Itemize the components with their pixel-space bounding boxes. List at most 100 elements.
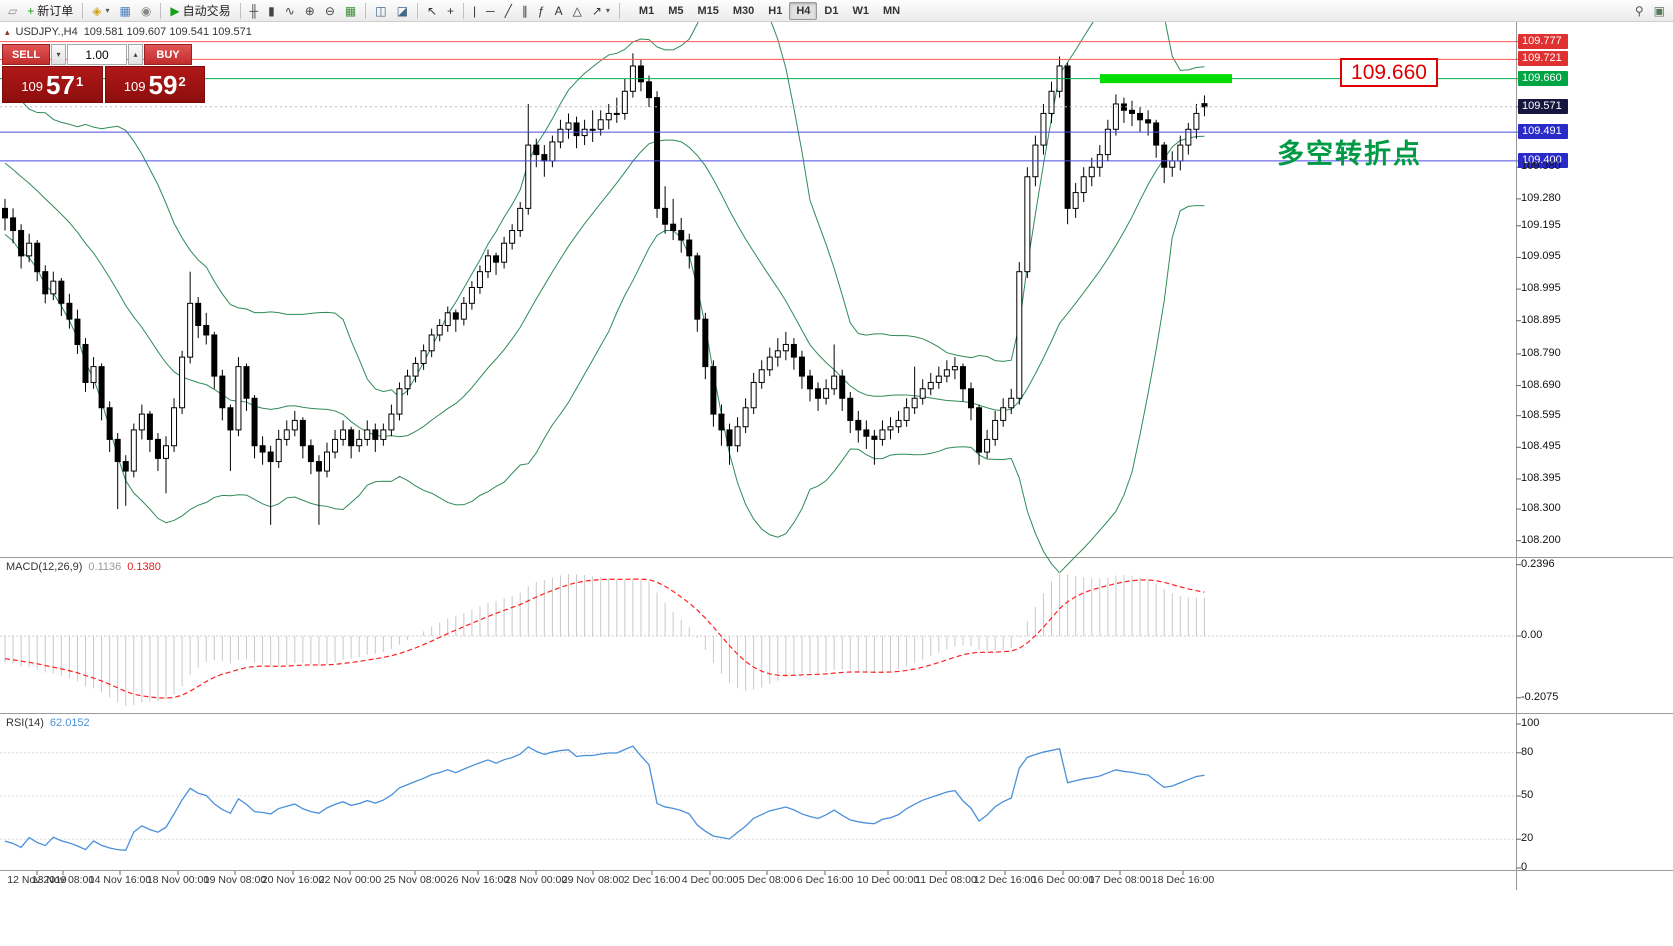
candlestick-chart-icon: ▮ [268, 3, 275, 18]
volume-dropdown-button[interactable]: ▾ [51, 44, 66, 65]
vertical-line-icon: | [473, 3, 477, 18]
autotrade-icon: ▶ [170, 3, 180, 18]
dropdown-icon: ▾ [105, 6, 110, 15]
horizontal-line-button[interactable]: ─ [481, 2, 500, 20]
zoom-in-button[interactable]: ⊕ [300, 2, 320, 20]
fibonacci-icon: ƒ [537, 3, 545, 18]
search-icon: ⚲ [1634, 3, 1644, 18]
arrows-button[interactable]: ↗ ▾ [587, 2, 615, 20]
bid-big-digits: 57 [46, 70, 75, 101]
price-axis-badge: 109.571 [1518, 98, 1568, 114]
timeframe-mn[interactable]: MN [882, 4, 901, 17]
cascade-windows-button[interactable]: ◪ [392, 2, 413, 20]
zoom-out-icon: ⊖ [324, 3, 335, 18]
price-axis-label: 109.280 [1521, 191, 1561, 204]
profiles-icon: ▦ [119, 3, 131, 18]
grid-button[interactable]: ▦ [340, 2, 361, 20]
rsi-pane-label: RSI(14) 62.0152 [6, 717, 90, 729]
refresh-button[interactable]: ◉ [136, 2, 156, 20]
autotrade-button[interactable]: ▶ 自动交易 [165, 2, 235, 20]
timeframe-m5[interactable]: M5 [668, 4, 684, 17]
price-axis-label: 109.095 [1521, 250, 1561, 263]
timeframe-m30[interactable]: M30 [732, 4, 755, 17]
price-axis-label: 100 [1521, 717, 1540, 729]
timeframe-w1[interactable]: W1 [852, 4, 869, 17]
price-axis-label: 108.200 [1521, 533, 1561, 546]
toolbar: ▱ + 新订单 ◈ ▾ ▦ ◉ ▶ 自动交易 ╫ ▮ ∿ ⊕ ⊖ ▦ ◫ ◪ ↖ + | ─ ╱ ∥ ƒ A △ ↗ ▾ M1 M5 M15… [0, 0, 1673, 22]
macd-indicator-name: MACD(12,26,9) [6, 561, 83, 573]
price-axis-label: 109.195 [1521, 218, 1561, 231]
arrows-icon: ↗ [591, 3, 602, 18]
symbol-label: USDJPY.,H4 [15, 26, 78, 38]
candlestick-chart-button[interactable]: ▮ [263, 2, 280, 20]
collapse-trade-panel-icon[interactable]: ▴ [5, 26, 10, 37]
shapes-button[interactable]: △ [568, 2, 587, 20]
volume-input[interactable] [67, 44, 127, 65]
zoom-out-button[interactable]: ⊖ [320, 2, 340, 20]
price-axis-label: 0 [1521, 861, 1528, 873]
charts-menu-icon: ◈ [92, 3, 102, 18]
price-axis-label: 80 [1521, 745, 1534, 758]
bid-price-display[interactable]: 109 57 1 [2, 66, 103, 103]
price-axis[interactable]: 109.777 109.721 109.660 109.571 109.491 109.4… [1517, 22, 1673, 890]
volume-up-button[interactable]: ▴ [128, 44, 143, 65]
price-axis-label: 0.2396 [1521, 557, 1555, 570]
app-icon-button[interactable]: ▱ [3, 2, 22, 20]
crosshair-button[interactable]: + [442, 2, 459, 20]
cursor-icon: ↖ [426, 3, 437, 18]
timeframe-m15[interactable]: M15 [697, 4, 719, 17]
price-axis-label: 108.895 [1521, 313, 1561, 326]
new-order-button[interactable]: + 新订单 [22, 2, 78, 20]
channel-button[interactable]: ∥ [517, 2, 533, 20]
timeframe-m1[interactable]: M1 [638, 4, 655, 17]
ohlc-label: 109.581 109.607 109.541 109.571 [83, 26, 252, 38]
timeframe-h4[interactable]: H4 [789, 1, 818, 20]
ask-price-display[interactable]: 109 59 2 [104, 66, 205, 103]
tile-windows-icon: ◫ [375, 3, 387, 18]
ask-prefix: 109 [123, 79, 146, 95]
line-chart-button[interactable]: ∿ [280, 2, 300, 20]
toolbar-separator [365, 2, 367, 19]
charts-menu-button[interactable]: ◈ ▾ [87, 2, 114, 20]
timeframe-d1[interactable]: D1 [824, 4, 839, 17]
trendline-button[interactable]: ╱ [500, 2, 517, 20]
zoom-in-icon: ⊕ [304, 3, 315, 18]
timeframe-group: M1 M5 M15 M30 H1 H4 D1 W1 MN [632, 1, 907, 20]
crosshair-icon: + [447, 3, 455, 18]
text-tool-button[interactable]: A [550, 2, 568, 20]
tile-windows-button[interactable]: ◫ [370, 2, 391, 20]
grid-icon: ▦ [344, 3, 357, 18]
price-axis-label: 108.495 [1521, 440, 1561, 453]
price-alert-label[interactable]: 109.660 [1340, 58, 1438, 87]
fibonacci-button[interactable]: ƒ [533, 2, 550, 20]
vertical-line-button[interactable]: | [468, 2, 481, 20]
search-button[interactable]: ⚲ [1630, 2, 1649, 20]
popup-prices-icon: ▣ [1653, 3, 1665, 18]
timeframe-h1[interactable]: H1 [768, 4, 783, 17]
one-click-trade-panel: SELL ▾ ▴ BUY 109 57 1 109 59 2 [2, 44, 205, 103]
turning-point-annotation: 多空转折点 [1277, 139, 1422, 170]
toolbar-separator [416, 2, 418, 19]
ask-sup-digit: 2 [178, 74, 186, 89]
buy-button[interactable]: BUY [144, 44, 192, 65]
price-axis-label: 108.395 [1521, 471, 1561, 484]
bar-chart-icon: ╫ [249, 3, 259, 18]
profiles-button[interactable]: ▦ [115, 2, 136, 20]
price-axis-label: 50 [1521, 789, 1534, 801]
toolbar-separator [618, 2, 620, 19]
toolbar-right-group: ⚲ ▣ [1630, 2, 1670, 20]
popup-prices-button[interactable]: ▣ [1649, 2, 1670, 20]
macd-main-value: 0.1136 [88, 561, 122, 573]
price-axis-label: 108.790 [1521, 346, 1561, 359]
ask-big-digits: 59 [148, 70, 178, 101]
price-axis-badge: 109.491 [1518, 124, 1568, 140]
bar-chart-button[interactable]: ╫ [245, 2, 264, 20]
price-axis-badge: 109.721 [1518, 51, 1568, 67]
toolbar-separator [82, 2, 84, 19]
rsi-value: 62.0152 [49, 717, 90, 729]
sell-button[interactable]: SELL [2, 44, 50, 65]
price-axis-label: 0.00 [1521, 629, 1543, 641]
cursor-button[interactable]: ↖ [422, 2, 442, 20]
new-order-button-label: 新订单 [37, 4, 74, 18]
